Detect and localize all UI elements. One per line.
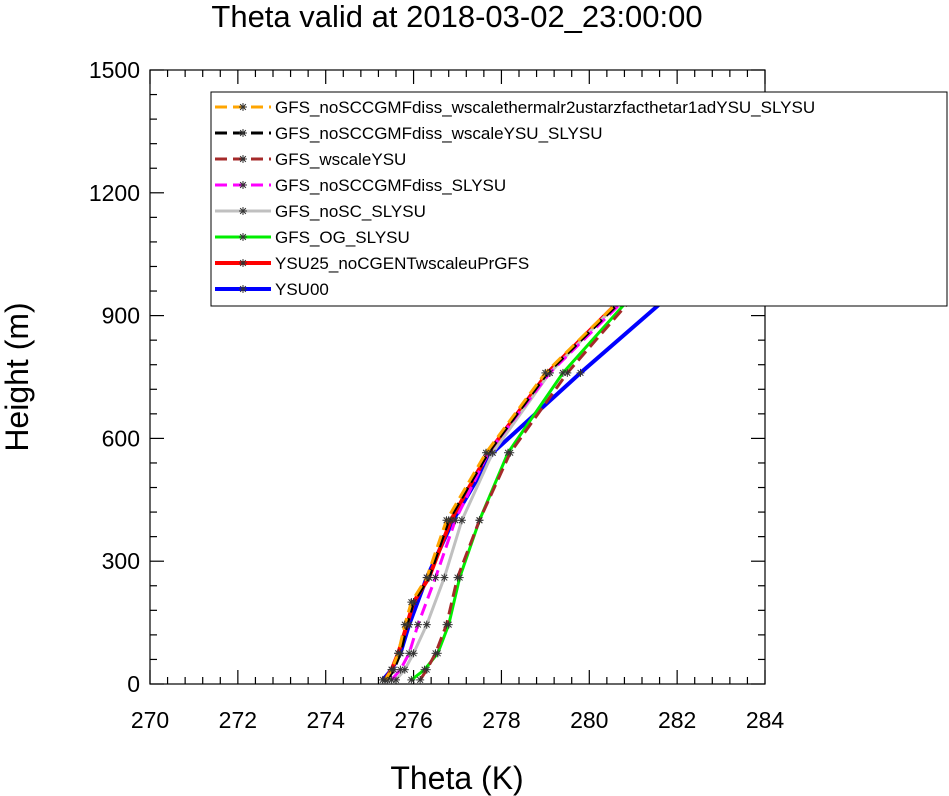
- legend-label: YSU25_noCGENTwscaleuPrGFS: [275, 254, 529, 273]
- data-point-marker: [442, 620, 451, 629]
- legend-marker: [239, 129, 247, 137]
- data-point-marker: [394, 649, 403, 658]
- data-point-marker: [453, 573, 462, 582]
- legend-marker: [239, 233, 247, 241]
- y-tick-label: 600: [102, 425, 140, 451]
- x-tick-label: 272: [219, 707, 257, 733]
- y-tick-label: 1500: [89, 57, 140, 83]
- x-tick-label: 274: [307, 707, 346, 733]
- y-tick-label: 300: [102, 548, 140, 574]
- legend-box: [210, 91, 948, 307]
- data-point-marker: [422, 665, 431, 674]
- data-point-marker: [405, 649, 414, 658]
- legend-label: GFS_OG_SLYSU: [275, 228, 410, 247]
- x-axis-title: Theta (K): [390, 760, 523, 796]
- legend-label: YSU00: [275, 280, 329, 299]
- data-point-marker: [407, 675, 416, 684]
- x-tick-label: 276: [394, 707, 432, 733]
- legend-marker: [239, 207, 247, 215]
- plot-area-border: [149, 69, 766, 685]
- legend-item: GFS_noSCCGMFdiss_wscaleYSU_SLYSU: [215, 124, 603, 143]
- x-tick-label: 278: [482, 707, 520, 733]
- legend-label: GFS_noSCCGMFdiss_wscaleYSU_SLYSU: [275, 124, 603, 143]
- series-line: [385, 167, 767, 681]
- legend-label: GFS_wscaleYSU: [275, 150, 406, 169]
- data-point-marker: [431, 649, 440, 658]
- data-point-marker: [413, 620, 422, 629]
- legend-marker: [239, 103, 247, 111]
- data-point-marker: [576, 368, 585, 377]
- legend-marker: [239, 285, 247, 293]
- y-tick-label: 0: [127, 671, 140, 697]
- series-line: [383, 165, 767, 681]
- data-point-marker: [387, 665, 396, 674]
- data-point-marker: [506, 448, 515, 457]
- y-tick-label: 1200: [89, 180, 140, 206]
- legend-item: GFS_OG_SLYSU: [215, 228, 410, 247]
- x-tick-label: 284: [746, 707, 785, 733]
- data-point-marker: [541, 368, 550, 377]
- legend-item: GFS_noSCCGMFdiss_wscalethermalr2ustarzfa…: [215, 98, 815, 117]
- data-point-marker: [563, 368, 572, 377]
- legend-marker: [239, 259, 247, 267]
- data-point-marker: [442, 516, 451, 525]
- y-tick-label: 900: [102, 303, 140, 329]
- legend-label: GFS_noSCCGMFdiss_SLYSU: [275, 176, 506, 195]
- legend-item: GFS_noSCCGMFdiss_SLYSU: [215, 176, 506, 195]
- x-tick-label: 280: [570, 707, 608, 733]
- legend-item: YSU25_noCGENTwscaleuPrGFS: [215, 254, 529, 273]
- legend-marker: [239, 155, 247, 163]
- data-point-marker: [440, 573, 449, 582]
- plot-frame: [149, 69, 766, 685]
- legend-label: GFS_noSCCGMFdiss_wscalethermalr2ustarzfa…: [275, 98, 815, 117]
- x-tick-label: 270: [131, 707, 169, 733]
- data-point-marker: [422, 620, 431, 629]
- data-point-marker: [482, 448, 491, 457]
- x-tick-label: 282: [658, 707, 696, 733]
- legend-label: GFS_noSC_SLYSU: [275, 202, 426, 221]
- data-point-marker: [400, 620, 409, 629]
- data-point-marker: [451, 516, 460, 525]
- legend-item: GFS_wscaleYSU: [215, 150, 406, 169]
- data-point-marker: [416, 675, 425, 684]
- legend-item: YSU00: [215, 280, 329, 299]
- legend: GFS_noSCCGMFdiss_wscalethermalr2ustarzfa…: [210, 91, 948, 307]
- data-point-marker: [422, 573, 431, 582]
- legend-item: GFS_noSC_SLYSU: [215, 202, 426, 221]
- axis-tick-labels: 270 272 274 276 278 280 282 284 0 300 600 900 1200 15…: [89, 57, 785, 733]
- data-point-marker: [475, 516, 484, 525]
- legend-marker: [239, 181, 247, 189]
- data-point-marker: [381, 675, 390, 684]
- chart-title: Theta valid at 2018-03-02_23:00:00: [211, 0, 702, 34]
- y-axis-title: Height (m): [0, 302, 35, 451]
- data-point-marker: [407, 598, 416, 607]
